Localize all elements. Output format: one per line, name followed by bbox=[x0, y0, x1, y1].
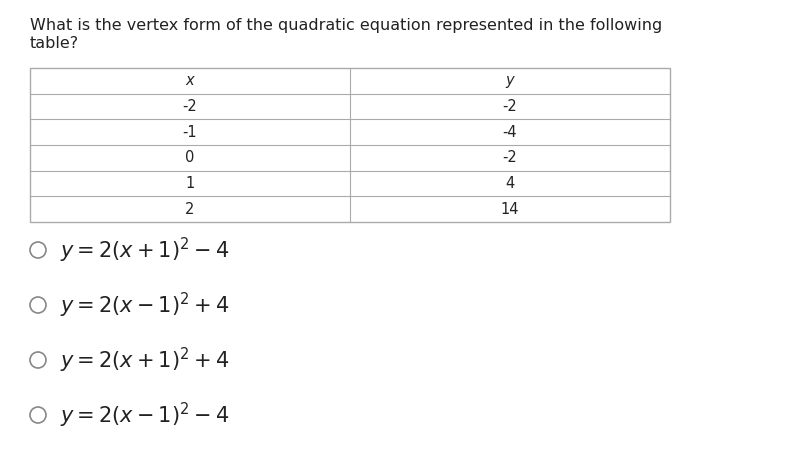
Text: 14: 14 bbox=[501, 202, 519, 217]
Text: 0: 0 bbox=[186, 150, 194, 166]
Text: $y = 2(x + 1)^2 + 4$: $y = 2(x + 1)^2 + 4$ bbox=[60, 345, 229, 375]
Text: y: y bbox=[506, 73, 514, 88]
Text: -2: -2 bbox=[182, 99, 198, 114]
Text: 2: 2 bbox=[186, 202, 194, 217]
Text: table?: table? bbox=[30, 36, 79, 51]
Text: What is the vertex form of the quadratic equation represented in the following: What is the vertex form of the quadratic… bbox=[30, 18, 662, 33]
Text: -1: -1 bbox=[182, 125, 198, 140]
Bar bbox=[30, 68, 670, 222]
Text: -2: -2 bbox=[502, 150, 518, 166]
Text: $y = 2(x - 1)^2 - 4$: $y = 2(x - 1)^2 - 4$ bbox=[60, 400, 229, 430]
Text: x: x bbox=[186, 73, 194, 88]
Text: 1: 1 bbox=[186, 176, 194, 191]
Text: $y = 2(x + 1)^2 - 4$: $y = 2(x + 1)^2 - 4$ bbox=[60, 235, 229, 265]
Text: -4: -4 bbox=[502, 125, 518, 140]
Text: $y = 2(x - 1)^2 + 4$: $y = 2(x - 1)^2 + 4$ bbox=[60, 291, 229, 319]
Text: 4: 4 bbox=[506, 176, 514, 191]
Text: -2: -2 bbox=[502, 99, 518, 114]
